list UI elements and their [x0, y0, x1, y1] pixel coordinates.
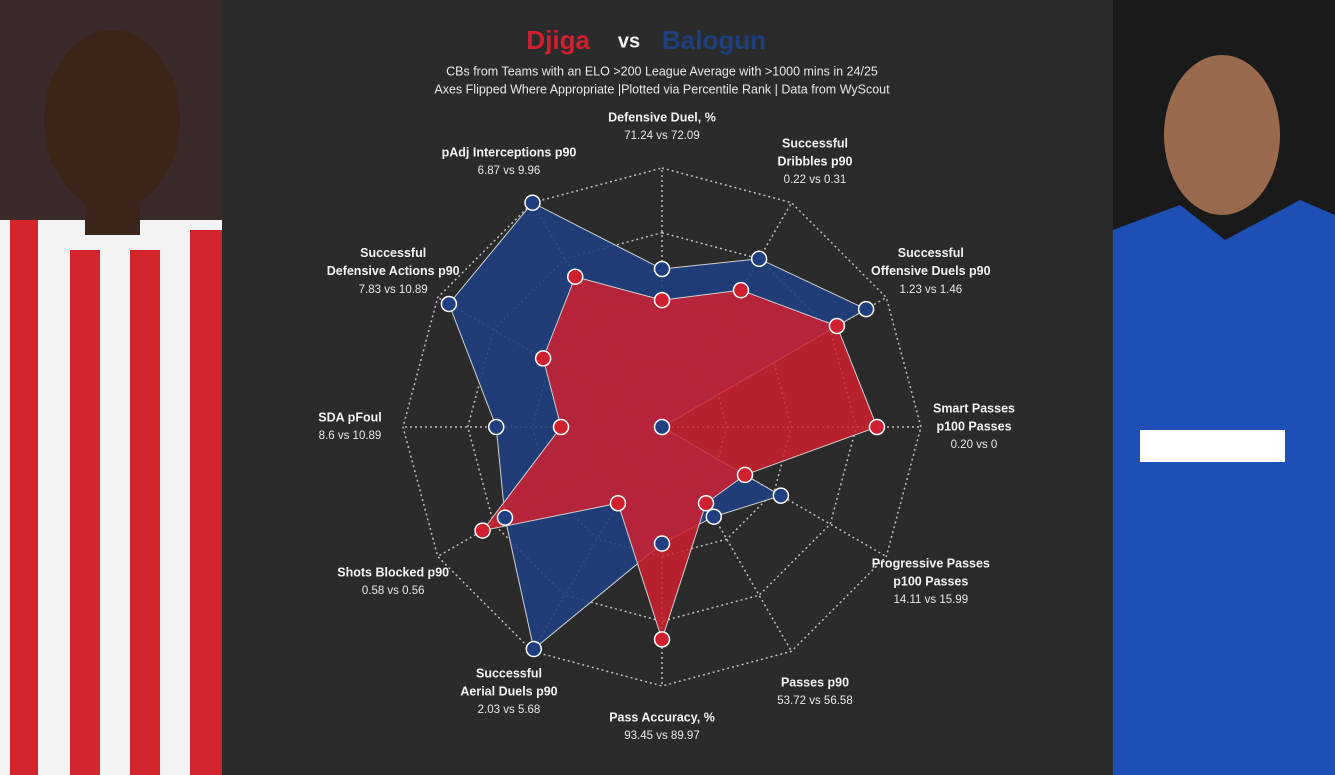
axis-comparison: 14.11 vs 15.99 [894, 594, 969, 606]
series-point [705, 508, 723, 525]
axis-label: Dribbles p90 [777, 154, 852, 168]
series-point [697, 495, 715, 512]
spoke [661, 202, 793, 428]
series-point [534, 350, 552, 367]
axis-label: Passes p90 [781, 675, 849, 689]
axis-comparison: 7.83 vs 10.89 [359, 284, 428, 296]
series-point [653, 631, 671, 648]
series-point [653, 535, 671, 552]
axis-label: Defensive Actions p90 [327, 264, 460, 278]
axis-label: Successful [476, 666, 542, 680]
axis-label: pAdj Interceptions p90 [442, 145, 577, 159]
spoke [661, 426, 887, 558]
axis-comparison: 6.87 vs 9.96 [478, 165, 541, 177]
left-photo [0, 0, 222, 775]
axis-comparison: 0.58 vs 0.56 [362, 585, 425, 597]
title-player-b: Balogun [662, 25, 766, 55]
axis-comparison: 1.23 vs 1.46 [899, 284, 962, 296]
axis-label: Progressive Passes [872, 556, 990, 570]
axis-label: p100 Passes [893, 574, 968, 588]
axis-comparison: 0.22 vs 0.31 [784, 174, 847, 186]
axis-label: Successful [360, 246, 426, 260]
axis-label: p100 Passes [936, 419, 1011, 433]
axis-comparison: 2.03 vs 5.68 [478, 704, 541, 716]
series-point [474, 522, 491, 539]
title-player-a: Djiga [526, 25, 590, 55]
series-point [868, 418, 886, 436]
subtitle: CBs from Teams with an ELO >200 League A… [446, 64, 878, 78]
axis-label: Aerial Duels p90 [460, 684, 557, 698]
axis-label: Shots Blocked p90 [337, 565, 449, 579]
axis-label: Successful [782, 136, 848, 150]
grid-ring [402, 167, 922, 687]
series-point [566, 268, 584, 285]
axis-comparison: 53.72 vs 56.58 [777, 695, 852, 707]
series-point [857, 300, 875, 318]
series-point [487, 418, 505, 436]
series-point [653, 418, 671, 436]
axis-label: Smart Passes [933, 401, 1015, 415]
axis-label: Pass Accuracy, % [609, 710, 715, 724]
series-point [653, 291, 671, 309]
series-point [609, 495, 627, 512]
series-point [440, 295, 458, 313]
axis-comparison: 71.24 vs 72.09 [624, 130, 699, 142]
right-photo [1113, 0, 1335, 775]
title-separator: vs [618, 30, 640, 52]
series-point [524, 194, 541, 211]
axis-comparison: 8.6 vs 10.89 [319, 430, 382, 442]
series-point [552, 418, 570, 436]
series-point [496, 509, 514, 526]
series-point [653, 260, 671, 278]
series-point [736, 466, 754, 484]
series-point [828, 317, 846, 335]
axis-label: SDA pFoul [318, 410, 381, 424]
series-point [772, 487, 790, 504]
subtitle: Axes Flipped Where Appropriate |Plotted … [434, 82, 890, 96]
series-point [750, 250, 768, 268]
axis-label: Defensive Duel, % [608, 110, 716, 124]
spoke [661, 426, 793, 652]
axis-label: Offensive Duels p90 [871, 264, 991, 278]
series-point [732, 281, 750, 299]
axis-comparison: 93.45 vs 89.97 [624, 730, 699, 742]
series-point [525, 640, 543, 658]
spoke [437, 426, 663, 558]
axis-label: Successful [898, 246, 964, 260]
axis-comparison: 0.20 vs 0 [951, 439, 998, 451]
